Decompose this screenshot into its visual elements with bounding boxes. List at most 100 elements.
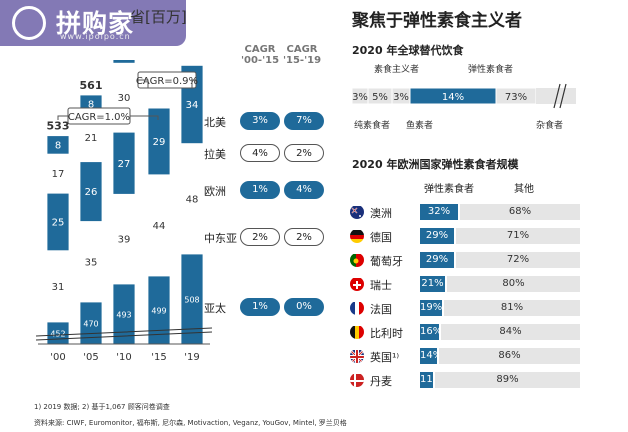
column-header-flex: 弹性素食者 bbox=[424, 184, 474, 195]
denmark-flag-icon bbox=[350, 373, 364, 387]
other-bar: 89% bbox=[435, 372, 580, 388]
bar-value-label: 8 bbox=[88, 100, 94, 111]
other-bar: 68% bbox=[460, 204, 580, 220]
global-diet-bar-chart: 3% 纯素食者 5% 素食主义者 3% 鱼素者 14% 弹性素食者 73% 杂食者 bbox=[351, 63, 576, 131]
flexitarian-bar: 21% bbox=[420, 276, 445, 292]
flexitarian-bar: 11% bbox=[420, 372, 442, 388]
cagr-header-2-period: '15-'19 bbox=[282, 55, 322, 66]
bar-value-label: 21 bbox=[85, 133, 98, 144]
diet-value-label: 73% bbox=[505, 92, 527, 103]
country-name: 澳洲 bbox=[370, 207, 392, 220]
cagr-pill-1: 1% bbox=[240, 181, 280, 199]
country-name: 德国 bbox=[370, 231, 392, 244]
cagr-header-1-label: CAGR bbox=[244, 44, 276, 55]
bar-segment bbox=[112, 60, 136, 64]
x-tick-label: '05 bbox=[83, 352, 98, 363]
watermark-url: www.ipoipo.cn bbox=[60, 32, 131, 41]
country-name: 比利时 bbox=[370, 327, 403, 340]
country-name: 英国¹⁾ bbox=[370, 351, 400, 364]
x-tick-label: '15 bbox=[151, 352, 166, 363]
regional-stacked-bar-chart: 452 31 25 17 8 533 '00 470 35 26 21 8 561 '05 493 39 27 3… bbox=[35, 60, 213, 363]
cagr-pill-1: 4% bbox=[240, 144, 280, 162]
svg-text:CAGR=0.9%: CAGR=0.9% bbox=[136, 76, 198, 87]
bar-segment bbox=[47, 250, 69, 322]
country-name: 葡萄牙 bbox=[370, 255, 403, 268]
other-bar: 80% bbox=[447, 276, 580, 292]
diet-value-label: 14% bbox=[442, 92, 464, 103]
bar-value-label: 470 bbox=[83, 320, 98, 329]
bar-segment bbox=[113, 194, 135, 284]
bar-value-label: 31 bbox=[52, 282, 65, 293]
bar-segment bbox=[46, 135, 70, 155]
diet-category-label: 素食主义者 bbox=[374, 63, 419, 75]
flexitarian-bar: 32% bbox=[420, 204, 458, 220]
cagr-callout: CAGR=0.9% bbox=[136, 71, 198, 89]
bar-value-label: 452 bbox=[50, 330, 65, 339]
cagr-pill-2: 2% bbox=[284, 228, 324, 246]
flexitarian-bar: 16% bbox=[420, 324, 442, 340]
left-chart-title: 省[百万] bbox=[130, 8, 187, 26]
bar-segment bbox=[80, 113, 102, 162]
region-label: 北美 bbox=[204, 116, 226, 129]
x-tick-label: '00 bbox=[50, 352, 65, 363]
bar-total-label: 561 bbox=[80, 79, 103, 92]
cagr-pill-2: 7% bbox=[284, 112, 324, 130]
bar-value-label: 499 bbox=[151, 307, 166, 316]
cagr-pill-1: 3% bbox=[240, 112, 280, 130]
diet-category-label: 鱼素者 bbox=[406, 119, 433, 131]
france-flag-icon bbox=[350, 301, 364, 315]
bar-value-label: 39 bbox=[118, 235, 131, 246]
bar-value-label: 493 bbox=[116, 311, 131, 320]
bar-total-label: 533 bbox=[47, 120, 70, 133]
bar-value-label: 26 bbox=[85, 187, 98, 198]
bar-value-label: 8 bbox=[55, 140, 61, 151]
region-label: 亚太 bbox=[204, 302, 226, 315]
cagr-pill-2: 4% bbox=[284, 181, 324, 199]
bar-value-label: 44 bbox=[153, 221, 166, 232]
bar-value-label: 508 bbox=[184, 296, 199, 305]
x-tick-label: '10 bbox=[116, 352, 131, 363]
country-name: 瑞士 bbox=[370, 279, 392, 292]
axis-break-icon bbox=[35, 327, 213, 341]
diet-value-label: 5% bbox=[372, 92, 388, 103]
cagr-pill-2: 2% bbox=[284, 144, 324, 162]
axis-break-icon bbox=[553, 83, 567, 109]
other-bar: 84% bbox=[441, 324, 580, 340]
bar-value-label: 48 bbox=[186, 194, 199, 205]
australia-flag-icon bbox=[350, 205, 364, 219]
region-label: 欧洲 bbox=[204, 185, 226, 198]
bar-value-label: 25 bbox=[52, 217, 65, 228]
flexitarian-bar: 29% bbox=[420, 228, 454, 244]
country-name: 法国 bbox=[370, 303, 392, 316]
bar-segment bbox=[80, 221, 102, 302]
other-bar: 72% bbox=[456, 252, 580, 268]
flexitarian-bar: 19% bbox=[420, 300, 442, 316]
flexitarian-bar: 29% bbox=[420, 252, 454, 268]
diet-value-label: 3% bbox=[352, 92, 368, 103]
germany-flag-icon bbox=[350, 229, 364, 243]
watermark-logo-icon bbox=[12, 6, 46, 40]
watermark-text: 拼购家 bbox=[56, 9, 135, 38]
portugal-flag-icon bbox=[350, 253, 364, 267]
bar-value-label: 35 bbox=[85, 257, 98, 268]
bar-value-label: 34 bbox=[186, 100, 199, 111]
cagr-pill-1: 2% bbox=[240, 228, 280, 246]
bar-segment bbox=[148, 174, 170, 276]
column-header-other: 其他 bbox=[514, 184, 534, 195]
cagr-pill-1: 1% bbox=[240, 298, 280, 316]
uk-flag-icon bbox=[350, 349, 364, 363]
bar-segment bbox=[47, 154, 69, 194]
bar-value-label: 30 bbox=[118, 93, 131, 104]
diet-category-label: 弹性素食者 bbox=[468, 63, 513, 75]
bar-segment bbox=[181, 143, 203, 254]
cagr-header-1-period: '00-'15 bbox=[240, 55, 280, 66]
right-panel-title: 聚焦于弹性素食主义者 bbox=[352, 11, 522, 31]
region-label: 中东亚 bbox=[204, 232, 237, 245]
flexitarian-bar: 14% bbox=[420, 348, 442, 364]
cagr-pill-2: 0% bbox=[284, 298, 324, 316]
diet-category-label: 纯素食者 bbox=[354, 119, 390, 131]
diet-segment-tail bbox=[536, 88, 576, 104]
cagr-header-2: CAGR '15-'19 bbox=[280, 44, 324, 66]
bar-value-label: 29 bbox=[153, 137, 166, 148]
bar-value-label: 27 bbox=[118, 159, 131, 170]
